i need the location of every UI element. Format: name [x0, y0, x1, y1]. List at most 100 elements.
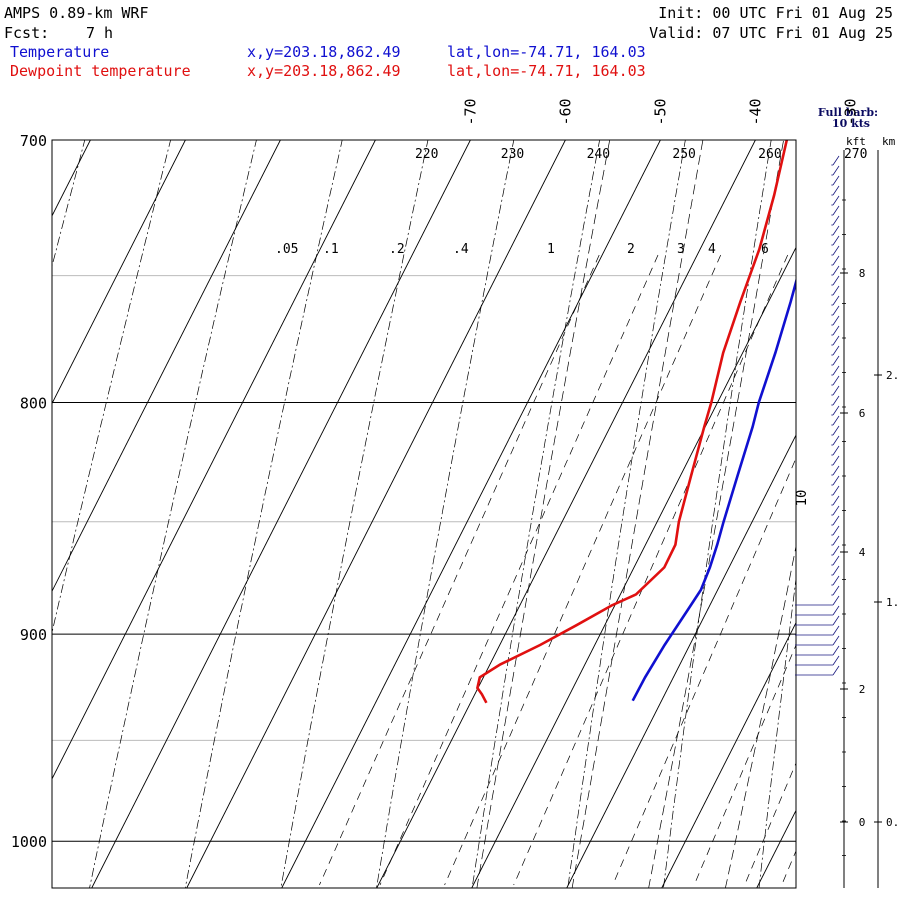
wind-barb: [831, 355, 840, 366]
barb-flag: [832, 665, 840, 676]
mixing-ratio-label: 2: [627, 242, 635, 257]
wind-barb: [795, 595, 840, 606]
barb-flag: [832, 595, 840, 606]
wind-barb: [831, 175, 840, 186]
mixing-ratio-label: .1: [323, 242, 339, 257]
dewpoint-legend: Dewpoint temperature: [10, 62, 191, 80]
dry-adiabat: [758, 576, 796, 888]
dewpoint-profile-line: [476, 140, 789, 704]
wind-barb: [831, 265, 840, 276]
barb-flag: [832, 415, 840, 426]
wind-barb: [795, 645, 840, 656]
barb-flag: [832, 565, 840, 576]
dewpoint-latlon: lat,lon=-74.71, 164.03: [447, 62, 646, 80]
wind-barb: [831, 255, 840, 266]
dry-adiabat: [855, 138, 900, 890]
dry-adiabat: [280, 140, 429, 888]
kft-tick-label: 0: [859, 816, 866, 829]
isotherm: [852, 140, 900, 888]
barb-flag: [832, 535, 840, 546]
wind-barb: [831, 525, 840, 536]
barb-flag: [832, 215, 840, 226]
barb-flag: [832, 275, 840, 286]
barb-flag: [832, 645, 840, 656]
wind-barb: [831, 385, 840, 396]
barb-flag: [832, 505, 840, 516]
barb-flag: [832, 625, 840, 636]
barb-flag: [832, 175, 840, 186]
barb-flag: [832, 185, 840, 196]
barb-level-label: 10: [794, 490, 810, 507]
mixing-ratio-line: [444, 254, 722, 886]
km-tick-label: 2.: [886, 369, 899, 382]
wind-barb: [831, 315, 840, 326]
barb-note-line1: Full barb:: [818, 106, 878, 119]
wind-barb: [795, 655, 840, 666]
barb-flag: [832, 395, 840, 406]
wind-barb: [831, 545, 840, 556]
wind-barb: [831, 205, 840, 216]
isotherm: [566, 434, 796, 888]
wind-barb: [831, 505, 840, 516]
isotherm: [52, 140, 281, 593]
isotherm: [186, 140, 566, 888]
temperature-tick-label: -70: [461, 98, 479, 125]
temperature-latlon: lat,lon=-74.71, 164.03: [447, 43, 646, 61]
wind-barb: [831, 285, 840, 296]
kft-tick-label: 2: [859, 683, 866, 696]
sounding-profiles: [476, 140, 796, 704]
pressure-tick-label: 700: [20, 132, 47, 150]
barb-flag: [832, 285, 840, 296]
wind-barb: [831, 235, 840, 246]
wind-barb: [831, 495, 840, 506]
isotherm: [661, 621, 796, 888]
theta-label: 250: [672, 147, 695, 162]
mixing-ratio-label: .2: [389, 242, 405, 257]
moist-adiabat: [795, 112, 900, 900]
wind-barb: [831, 325, 840, 336]
barb-flag: [832, 635, 840, 646]
wind-barb: [831, 165, 840, 176]
wind-barb: [831, 415, 840, 426]
moist-adiabat: [476, 140, 611, 888]
theta-label: 230: [501, 147, 524, 162]
mixing-ratio-label: 1: [547, 242, 555, 257]
km-tick-label: 1.: [886, 596, 899, 609]
temperature-xy: x,y=203.18,862.49: [247, 43, 401, 61]
wind-barb: [831, 395, 840, 406]
temperature-tick-label: -50: [651, 98, 669, 125]
wind-barb: [831, 485, 840, 496]
barb-flag: [832, 545, 840, 556]
wind-barb: [795, 615, 840, 626]
isotherm: [471, 246, 796, 888]
mixing-ratio-line: [836, 255, 900, 885]
wind-barb: [831, 275, 840, 286]
wind-barb: [831, 465, 840, 476]
wind-barb: [831, 345, 840, 356]
moist-adiabat: [725, 544, 796, 888]
barb-flag: [832, 445, 840, 456]
barb-flag: [832, 315, 840, 326]
isotherm: [281, 140, 661, 888]
mixing-ratio-label: 6: [761, 242, 769, 257]
barb-flag: [832, 225, 840, 236]
temperature-tick-label: -60: [556, 98, 574, 125]
moist-adiabat: [571, 140, 704, 888]
dry-adiabat: [89, 140, 257, 888]
isotherm: [756, 809, 796, 888]
plot-frame: [51, 139, 797, 889]
barb-flag: [832, 335, 840, 346]
isotherms: [52, 140, 900, 888]
temperature-legend: Temperature: [10, 43, 109, 61]
barb-flag: [832, 205, 840, 216]
isotherm: [52, 140, 91, 217]
altitude-ticks: 0 2 4 6 8 0. 1. 2.: [840, 199, 899, 856]
barb-flag: [832, 615, 840, 626]
barb-flag: [832, 465, 840, 476]
wind-barb: [831, 405, 840, 416]
barb-flag: [832, 495, 840, 506]
barb-flag: [832, 425, 840, 436]
mixing-ratio-label: .05: [275, 242, 298, 257]
mixing-ratio-line: [513, 254, 789, 886]
